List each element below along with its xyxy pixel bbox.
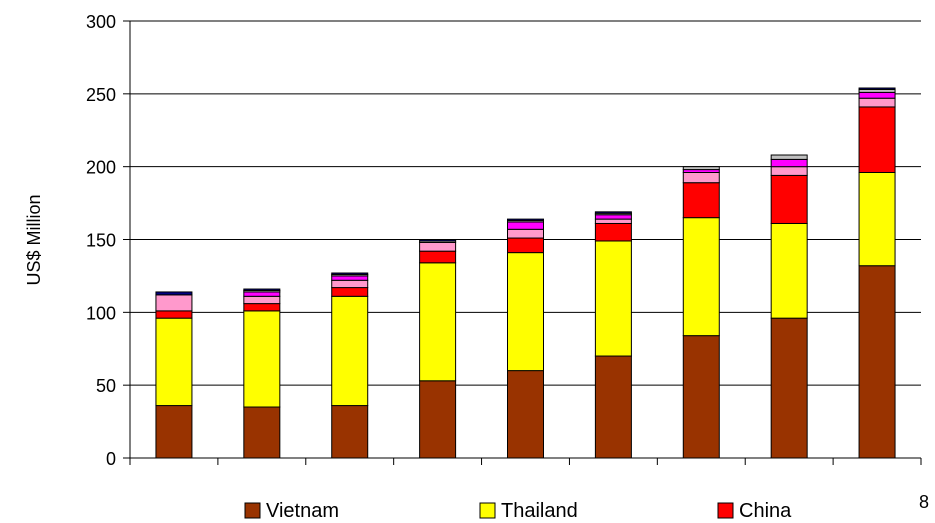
y-tick-label: 300 [86, 12, 116, 32]
bar-segment [770, 317, 808, 459]
bar-stack [858, 87, 896, 459]
bar-segment [507, 218, 544, 222]
bar-segment [770, 158, 808, 168]
bar-segment [419, 380, 457, 459]
bar-stack [682, 166, 720, 459]
bar-segment [594, 240, 632, 357]
bar-segment [770, 174, 808, 224]
y-tick-label: 150 [86, 231, 116, 251]
legend-label: China [739, 500, 792, 522]
bar-segment [331, 275, 369, 281]
bar-segment [770, 166, 808, 176]
bar-segment [243, 310, 281, 408]
bar-segment [682, 166, 720, 171]
legend-label: Thailand [501, 500, 578, 522]
bar-segment [507, 237, 544, 254]
legend-swatch [479, 502, 496, 519]
bar-segment [594, 355, 632, 459]
y-tick-label: 200 [86, 158, 116, 178]
bar-segment [419, 262, 457, 382]
bar-segment [419, 239, 457, 242]
bar-segment [770, 154, 808, 160]
bar-segment [243, 295, 281, 305]
y-axis-label: US$ Million [24, 194, 44, 285]
bar-segment [243, 291, 281, 297]
y-tick-label: 0 [106, 449, 116, 469]
legend-swatch [717, 502, 734, 519]
bar-segment [507, 252, 544, 372]
y-tick-label: 100 [86, 303, 116, 323]
bar-segment [419, 241, 457, 252]
bar-segment [331, 295, 369, 407]
legend-swatch [244, 502, 261, 519]
bar-segment [682, 335, 720, 459]
bar-segment [858, 265, 896, 459]
bar-segment [682, 171, 720, 184]
bar-stack [507, 218, 544, 459]
bar-segment [243, 303, 281, 312]
bar-segment [594, 222, 632, 242]
bar-segment [507, 370, 544, 459]
bar-segment [331, 405, 369, 459]
legend-label: Vietnam [266, 500, 339, 522]
legend: Vietnam Thailand China [244, 500, 792, 522]
bar-segment [243, 406, 281, 459]
bar-segment [682, 182, 720, 219]
bar-segment [682, 217, 720, 337]
bar-segment [507, 228, 544, 239]
bar-segment [594, 218, 632, 224]
bar-segment [155, 405, 193, 459]
bar-segment [858, 106, 896, 173]
page-number: 8 [919, 492, 929, 512]
y-tick-labels: 0 50 100 150 200 250 300 [86, 12, 130, 469]
bar-stack [243, 288, 281, 459]
bar-segment [155, 294, 193, 312]
y-tick-label: 50 [96, 376, 116, 396]
bar-segment [507, 221, 544, 230]
bar-segment [331, 287, 369, 297]
bar-segment [858, 97, 896, 108]
bar-stack [331, 272, 369, 459]
y-tick-label: 250 [86, 85, 116, 105]
bar-stack [770, 154, 808, 459]
bar-segment [594, 211, 632, 214]
bar-stack [594, 211, 632, 459]
bar-segment [155, 317, 193, 407]
bar-segment [770, 222, 808, 319]
bar-segment [155, 291, 193, 296]
bar-segment [331, 279, 369, 289]
bar-segment [858, 91, 896, 99]
bar-segment [155, 310, 193, 319]
bar-segment [858, 87, 896, 90]
bar-segment [594, 214, 632, 220]
bar-segment [243, 288, 281, 291]
bar-segment [419, 250, 457, 264]
bar-segment [331, 272, 369, 275]
bar-stack [155, 291, 193, 459]
bar-segment [858, 171, 896, 267]
bar-stack [419, 239, 457, 459]
bars [155, 87, 896, 459]
